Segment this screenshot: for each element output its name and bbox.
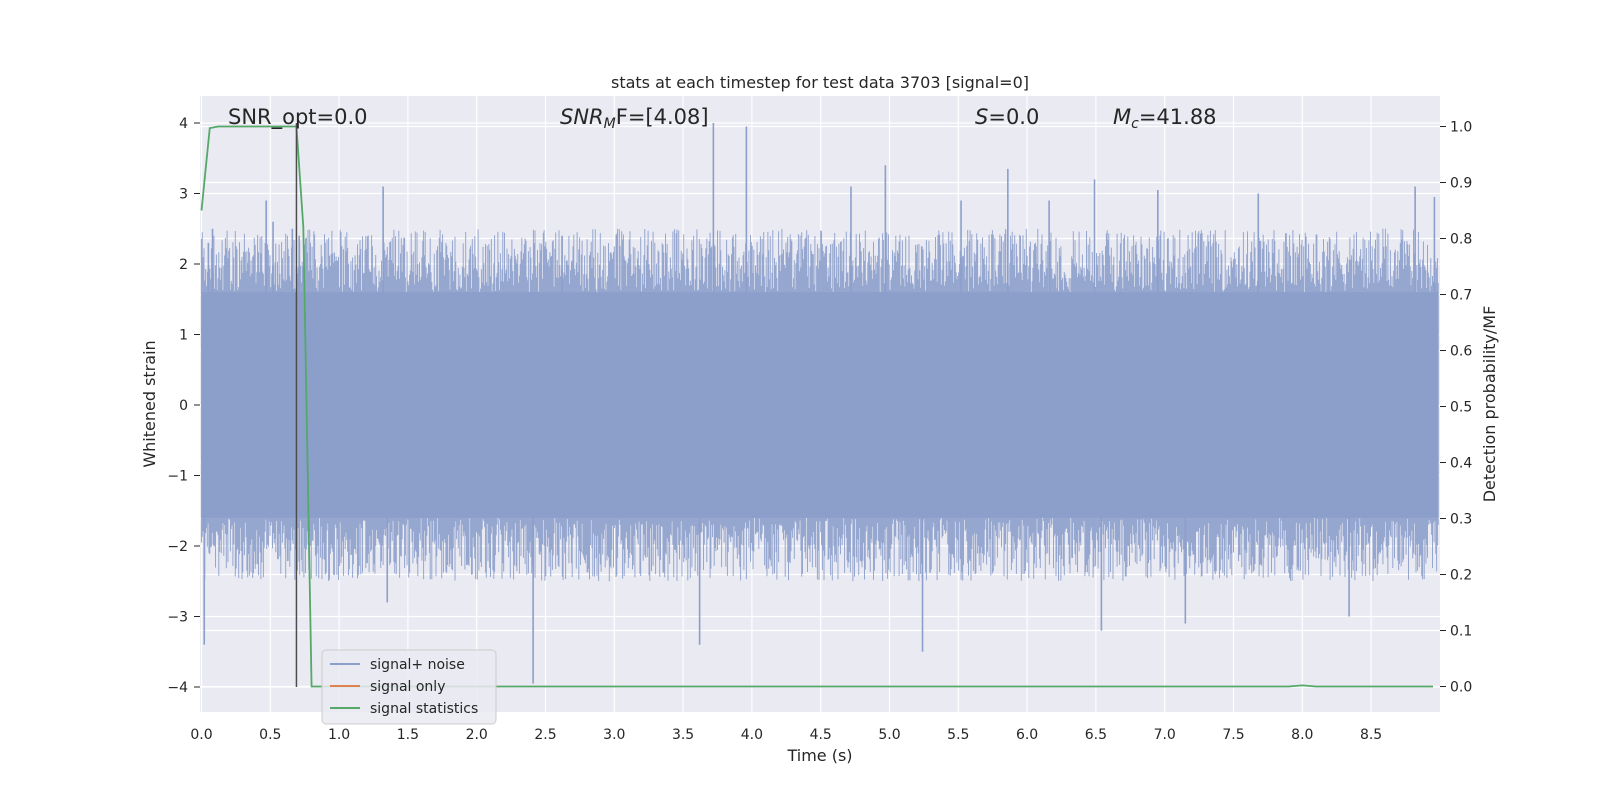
x-tick-label: 7.0 — [1154, 727, 1176, 743]
y2-tick-label: 0.0 — [1450, 680, 1472, 696]
x-tick-label: 5.5 — [947, 727, 969, 743]
y-tick-label: −2 — [167, 539, 188, 555]
legend-box — [321, 649, 497, 725]
y2-tick-label: 0.3 — [1450, 512, 1472, 528]
x-tick-label: 8.0 — [1291, 727, 1313, 743]
y2-tick-label: 0.9 — [1450, 176, 1472, 192]
x-tick-label: 2.5 — [534, 727, 556, 743]
y-tick-label: 1 — [179, 328, 188, 344]
x-tick-label: 4.0 — [741, 727, 763, 743]
y2-tick-label: 0.7 — [1450, 288, 1472, 304]
legend-label-noise: signal+ noise — [370, 657, 465, 673]
snr-mf-name: SNR — [560, 105, 604, 129]
y-tick-label: −3 — [167, 610, 188, 626]
y2-tick-label: 0.4 — [1450, 456, 1472, 472]
x-axis-ticks: 0.0 0.5 1.0 1.5 2.0 2.5 3.0 3.5 4.0 4.5 5.0 5.5 6.0 6… — [190, 727, 1382, 743]
mc-sub: c — [1131, 116, 1139, 132]
x-tick-label: 0.5 — [259, 727, 281, 743]
x-tick-label: 4.5 — [810, 727, 832, 743]
annotation-snr-opt: SNR_opt=0.0 — [228, 105, 368, 130]
legend-label-stats: signal statistics — [370, 701, 478, 717]
y-tick-label: 4 — [179, 116, 188, 132]
series-signal-statistics — [200, 125, 1434, 688]
legend-label-signal: signal only — [370, 679, 445, 695]
x-tick-label: 5.0 — [878, 727, 900, 743]
annotation-snr-mf: SNRMF=[4.08] — [560, 105, 709, 132]
legend: signal+ noise signal only signal statist… — [321, 649, 497, 725]
annotation-s: S=0.0 — [975, 105, 1039, 129]
y-tick-label: 2 — [179, 257, 188, 273]
series-signal-plus-noise — [201, 123, 1439, 684]
s-name: S — [975, 105, 988, 129]
x-tick-label: 3.0 — [603, 727, 625, 743]
annotation-mc: Mc=41.88 — [1113, 105, 1217, 132]
snr-mf-sub: M — [604, 116, 616, 132]
x-tick-label: 3.5 — [672, 727, 694, 743]
y2-axis-ticks: 1.0 0.9 0.8 0.7 0.6 0.5 0.4 0.3 0.2 0.1 0.0 — [1440, 120, 1472, 696]
snr-mf-rest: F=[4.08] — [616, 105, 709, 129]
s-rest: =0.0 — [988, 105, 1039, 129]
y2-tick-label: 0.6 — [1450, 344, 1472, 360]
x-tick-label: 2.0 — [466, 727, 488, 743]
x-tick-label: 8.5 — [1360, 727, 1382, 743]
mc-name: M — [1113, 105, 1131, 129]
stats-line — [200, 125, 1434, 688]
y2-tick-label: 0.8 — [1450, 232, 1472, 248]
noise-band — [201, 292, 1439, 518]
y2-axis-label: Detection probability/MF — [1480, 306, 1499, 503]
y2-tick-label: 0.5 — [1450, 400, 1472, 416]
x-tick-label: 7.5 — [1222, 727, 1244, 743]
y-axis-label: Whitened strain — [140, 340, 159, 467]
y2-tick-label: 0.1 — [1450, 624, 1472, 640]
x-tick-label: 1.5 — [397, 727, 419, 743]
y-axis-ticks: 4 3 2 1 0 −1 −2 −3 −4 — [167, 116, 200, 696]
chart-title: stats at each timestep for test data 370… — [611, 73, 1029, 92]
y-tick-label: 0 — [179, 398, 188, 414]
y-tick-label: 3 — [179, 187, 188, 203]
x-axis-label: Time (s) — [786, 746, 852, 765]
mc-rest: =41.88 — [1139, 105, 1217, 129]
x-tick-label: 6.0 — [1016, 727, 1038, 743]
x-tick-label: 1.0 — [328, 727, 350, 743]
x-tick-label: 0.0 — [190, 727, 212, 743]
y-tick-label: −4 — [167, 680, 188, 696]
y2-tick-label: 0.2 — [1450, 568, 1472, 584]
y-tick-label: −1 — [167, 469, 188, 485]
y2-tick-label: 1.0 — [1450, 120, 1472, 136]
x-tick-label: 6.5 — [1085, 727, 1107, 743]
